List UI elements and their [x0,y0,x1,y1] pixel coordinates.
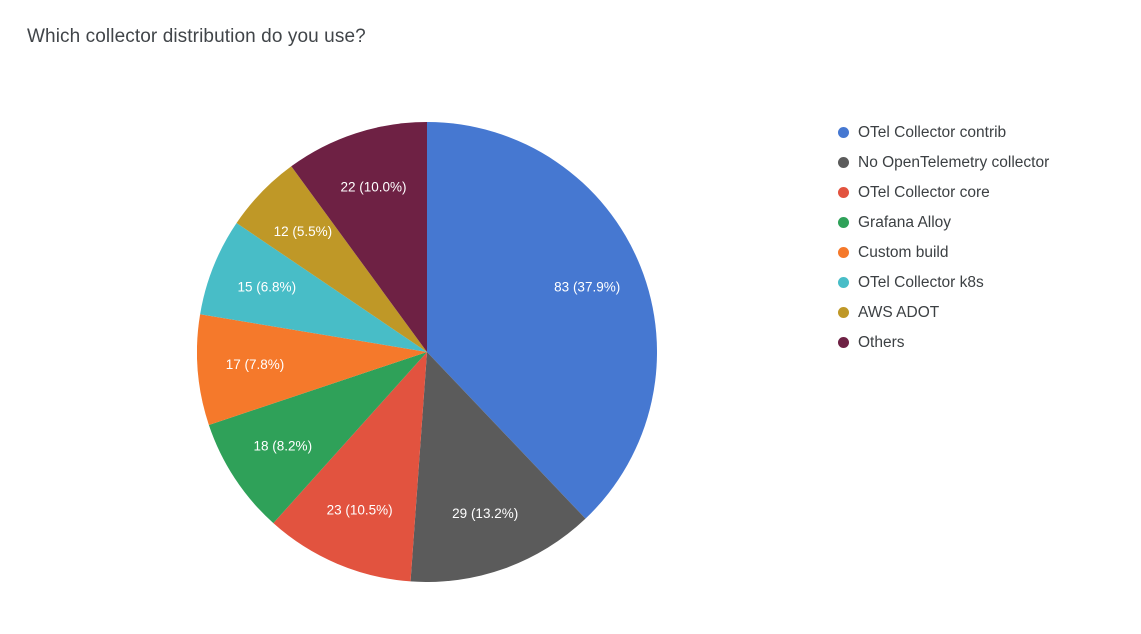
slice-value-label-otel-collector-core: 23 (10.5%) [327,502,393,517]
slice-value-label-no-opentelemetry-collector: 29 (13.2%) [452,506,518,521]
legend-label: OTel Collector contrib [858,123,1007,141]
pie-slice-otel-collector-core[interactable] [273,352,427,582]
legend-item-custom-build: Custom build [838,242,1049,263]
slice-value-label-otel-collector-k8s: 15 (6.8%) [238,280,297,295]
legend-swatch-icon [838,307,849,318]
chart-title: Which collector distribution do you use? [27,26,366,47]
legend-item-otel-collector-core: OTel Collector core [838,182,1049,203]
pie-slice-otel-collector-k8s[interactable] [200,223,427,352]
legend-label: Others [858,333,905,351]
legend-label: No OpenTelemetry collector [858,153,1050,171]
pie-chart: 83 (37.9%) 29 (13.2%) 23 (10.5%) 18 (8.2%) 1… [197,122,657,582]
slice-value-label-grafana-alloy: 18 (8.2%) [254,438,313,453]
pie-slice-others[interactable] [291,122,427,352]
legend-label: AWS ADOT [858,303,940,321]
legend-item-otel-collector-contrib: OTel Collector contrib [838,122,1049,143]
legend: OTel Collector contrib No OpenTelemetry c… [838,122,1049,353]
pie-slice-aws-adot[interactable] [236,166,427,352]
legend-label: Custom build [858,243,949,261]
pie-slice-no-opentelemetry-collector[interactable] [410,352,586,582]
legend-label: Grafana Alloy [858,213,952,231]
legend-swatch-icon [838,187,849,198]
pie-slice-custom-build[interactable] [197,314,427,425]
legend-item-grafana-alloy: Grafana Alloy [838,212,1049,233]
slice-value-label-others: 22 (10.0%) [340,180,406,195]
legend-swatch-icon [838,277,849,288]
legend-label: OTel Collector core [858,183,990,201]
slice-value-label-aws-adot: 12 (5.5%) [274,224,333,239]
pie-slice-otel-collector-contrib[interactable] [427,122,657,519]
legend-swatch-icon [838,127,849,138]
legend-swatch-icon [838,217,849,228]
slice-value-label-custom-build: 17 (7.8%) [226,357,285,372]
legend-swatch-icon [838,157,849,168]
legend-label: OTel Collector k8s [858,273,984,291]
legend-item-no-opentelemetry-collector: No OpenTelemetry collector [838,152,1049,173]
legend-swatch-icon [838,337,849,348]
legend-item-aws-adot: AWS ADOT [838,302,1049,323]
slice-value-label-otel-collector-contrib: 83 (37.9%) [554,280,620,295]
legend-swatch-icon [838,247,849,258]
legend-item-otel-collector-k8s: OTel Collector k8s [838,272,1049,293]
pie-slice-grafana-alloy[interactable] [208,352,427,524]
legend-item-others: Others [838,332,1049,353]
